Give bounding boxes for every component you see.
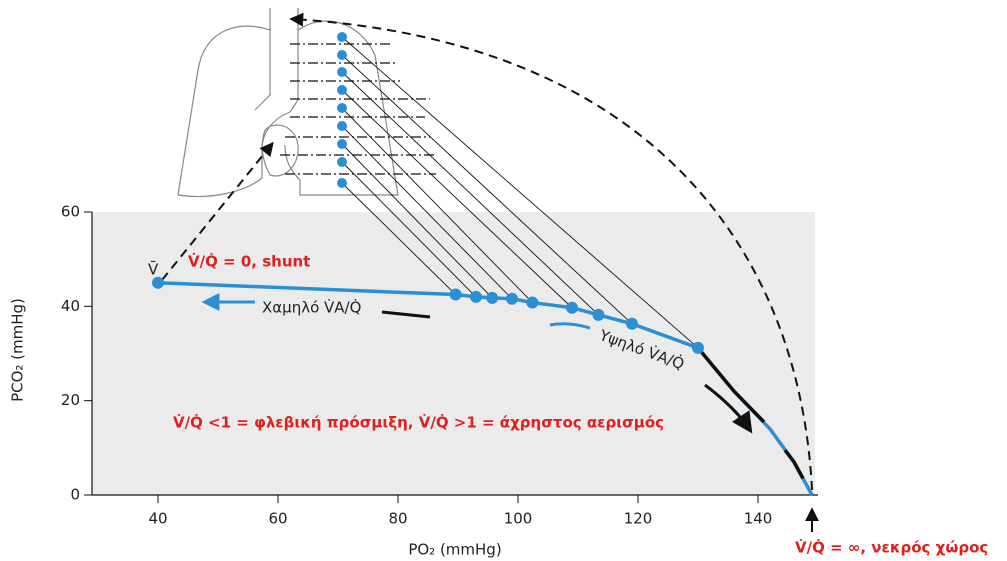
annotation: V̇/Q̇ <1 = φλεβική πρόσμιξη, V̇/Q̇ >1 = … bbox=[173, 413, 664, 432]
lung-dot bbox=[337, 178, 347, 188]
connector bbox=[341, 107, 533, 303]
lung-dot bbox=[337, 50, 347, 60]
lung-dot bbox=[337, 32, 347, 42]
y-axis-label: PCO₂ (mmHg) bbox=[9, 298, 27, 402]
y-tick-label: 60 bbox=[61, 203, 80, 221]
curve-segment bbox=[783, 449, 805, 480]
annotation: Χαμηλό V̇A/Q̇ bbox=[262, 298, 361, 317]
connector bbox=[341, 143, 493, 299]
curve-segment bbox=[696, 346, 766, 424]
x-tick-label: 60 bbox=[268, 510, 287, 528]
point bbox=[566, 301, 578, 314]
y-tick-label: 0 bbox=[70, 486, 80, 504]
y-tick-label: 40 bbox=[61, 297, 80, 315]
annotation: V̄ bbox=[148, 260, 159, 279]
lung-dot bbox=[337, 103, 347, 113]
x-axis-label: PO₂ (mmHg) bbox=[408, 541, 501, 559]
x-tick-label: 100 bbox=[504, 510, 533, 528]
dashed-arrow bbox=[289, 12, 813, 491]
lung-dot bbox=[337, 157, 347, 167]
lung-dot bbox=[337, 85, 347, 95]
arrow bbox=[381, 310, 431, 319]
connector bbox=[341, 54, 633, 325]
point bbox=[470, 290, 482, 303]
connector bbox=[341, 161, 477, 298]
arrow bbox=[549, 322, 591, 330]
x-tick-label: 80 bbox=[388, 510, 407, 528]
connector bbox=[341, 182, 456, 295]
point bbox=[592, 308, 605, 321]
y-tick-label: 20 bbox=[61, 391, 80, 409]
point bbox=[506, 292, 518, 305]
lung-dot bbox=[337, 121, 347, 131]
connector bbox=[341, 89, 573, 309]
point bbox=[449, 288, 462, 301]
x-tick-label: 140 bbox=[744, 510, 773, 528]
point bbox=[526, 296, 539, 309]
point bbox=[152, 276, 164, 289]
arrow bbox=[704, 383, 753, 434]
annotation: V̇/Q̇ = ∞, νεκρός χώρος bbox=[795, 538, 988, 557]
connector bbox=[341, 71, 599, 316]
point bbox=[692, 341, 704, 354]
connector bbox=[341, 36, 699, 349]
point bbox=[486, 291, 499, 304]
connector bbox=[341, 125, 513, 300]
annotation: V̇/Q̇ = 0, shunt bbox=[188, 252, 310, 271]
lung-dot bbox=[337, 67, 347, 77]
x-tick-label: 40 bbox=[148, 510, 167, 528]
x-tick-label: 120 bbox=[624, 510, 653, 528]
lung-dot bbox=[337, 139, 347, 149]
plot-background bbox=[92, 212, 815, 495]
point bbox=[626, 317, 638, 330]
lung-illustration bbox=[177, 8, 436, 198]
